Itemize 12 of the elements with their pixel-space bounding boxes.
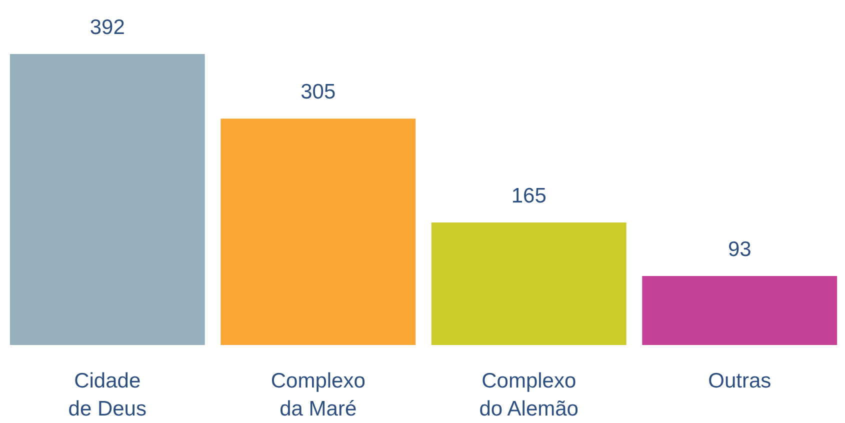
data-label: 165: [511, 184, 546, 208]
bar: [431, 222, 626, 345]
data-label: 93: [728, 238, 752, 261]
x-tick-label: Outras: [708, 370, 772, 392]
bar: [642, 276, 838, 345]
bar: [220, 118, 416, 345]
x-tick-label: Cidade de Deus: [68, 370, 146, 420]
x-tick-label: Complexo do Alemão: [479, 370, 578, 420]
data-label: 392: [90, 16, 125, 39]
data-label: 305: [300, 80, 336, 104]
x-tick-label: Complexo da Maré: [270, 370, 366, 420]
bar: [10, 54, 205, 345]
